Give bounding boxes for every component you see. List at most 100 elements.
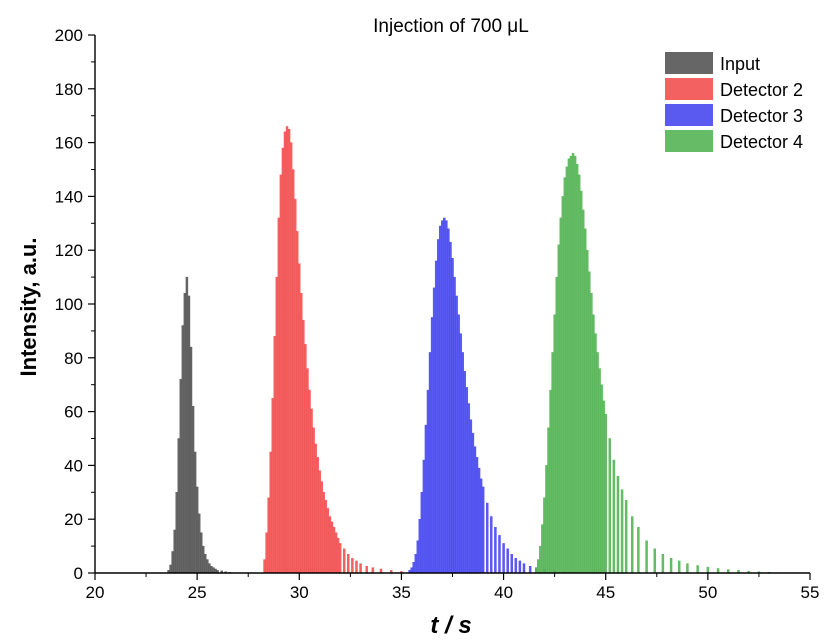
bar [212, 567, 215, 574]
bar [451, 258, 454, 574]
bar [289, 142, 293, 574]
bar [320, 481, 323, 574]
bar [561, 196, 565, 574]
bar [475, 457, 479, 574]
bar [430, 317, 434, 574]
bar [514, 558, 518, 574]
y-tick-label: 40 [64, 456, 83, 475]
legend-label: Detector 2 [720, 80, 803, 100]
bar [181, 325, 185, 574]
bar [669, 558, 673, 574]
bar [304, 344, 307, 574]
bar [541, 524, 544, 574]
bar [486, 502, 489, 574]
bar [563, 177, 567, 574]
bar [539, 545, 542, 574]
bar [449, 241, 452, 574]
series-3 [408, 217, 567, 574]
bar [465, 387, 469, 574]
x-tick-label: 45 [596, 583, 615, 602]
bar [195, 486, 199, 574]
bar [412, 562, 415, 574]
bar [208, 563, 211, 574]
bar [293, 198, 297, 574]
bar [616, 475, 620, 574]
bar [631, 516, 634, 574]
bar [551, 352, 554, 574]
bar [510, 553, 513, 574]
bar [543, 497, 546, 574]
bar [347, 553, 350, 574]
bar [355, 560, 358, 574]
bar [535, 567, 538, 574]
bar [351, 558, 354, 574]
legend-swatch [665, 52, 713, 74]
bar [596, 352, 599, 574]
bar [469, 419, 473, 574]
bar [306, 368, 309, 574]
bar [271, 397, 274, 574]
bar [600, 384, 603, 574]
bar [696, 565, 699, 574]
y-tick-label: 160 [55, 134, 83, 153]
bar [169, 564, 172, 574]
bar [179, 379, 183, 574]
bar [171, 551, 174, 574]
bar [457, 314, 460, 574]
bar [191, 406, 195, 574]
bar [528, 566, 532, 574]
x-tick-label: 30 [290, 583, 309, 602]
bar [459, 333, 462, 574]
y-tick-label: 140 [55, 187, 83, 206]
y-axis-label: Intensity, a.u. [16, 238, 41, 377]
legend-swatch [665, 104, 713, 126]
bar [506, 548, 509, 574]
bar [314, 443, 317, 574]
bar [594, 333, 597, 574]
bar [661, 553, 665, 574]
y-tick-label: 20 [64, 510, 83, 529]
bar [200, 532, 203, 574]
bar [206, 559, 209, 574]
bar [296, 231, 299, 574]
bar [324, 500, 328, 574]
bar [267, 497, 270, 574]
bar [308, 389, 311, 574]
bar [334, 532, 338, 574]
bar [553, 314, 556, 574]
bar [559, 217, 562, 574]
y-tick-label: 100 [55, 295, 83, 314]
bar [434, 260, 438, 574]
bar [287, 128, 291, 574]
bar [365, 566, 368, 574]
bar [604, 414, 607, 574]
bar [571, 153, 575, 574]
bar [473, 446, 477, 574]
bar [414, 553, 417, 574]
bar [447, 228, 450, 574]
bar [577, 174, 581, 574]
legend-label: Input [720, 54, 760, 74]
bar [310, 408, 313, 574]
legend-label: Detector 3 [720, 106, 803, 126]
bar [443, 217, 446, 574]
bar [602, 400, 605, 574]
bar [565, 166, 569, 574]
bar [494, 527, 497, 574]
bar [197, 513, 201, 574]
bar [371, 567, 375, 574]
legend-label: Detector 4 [720, 132, 803, 152]
bar [185, 276, 189, 574]
y-tick-label: 0 [74, 564, 83, 583]
bar [522, 563, 526, 574]
bar [479, 478, 483, 574]
bar [318, 470, 321, 574]
y-tick-label: 60 [64, 403, 83, 422]
bar [204, 553, 207, 574]
bar [418, 519, 422, 574]
bar [608, 438, 612, 574]
bar [300, 293, 303, 574]
y-tick-label: 80 [64, 349, 83, 368]
bar [432, 287, 436, 574]
